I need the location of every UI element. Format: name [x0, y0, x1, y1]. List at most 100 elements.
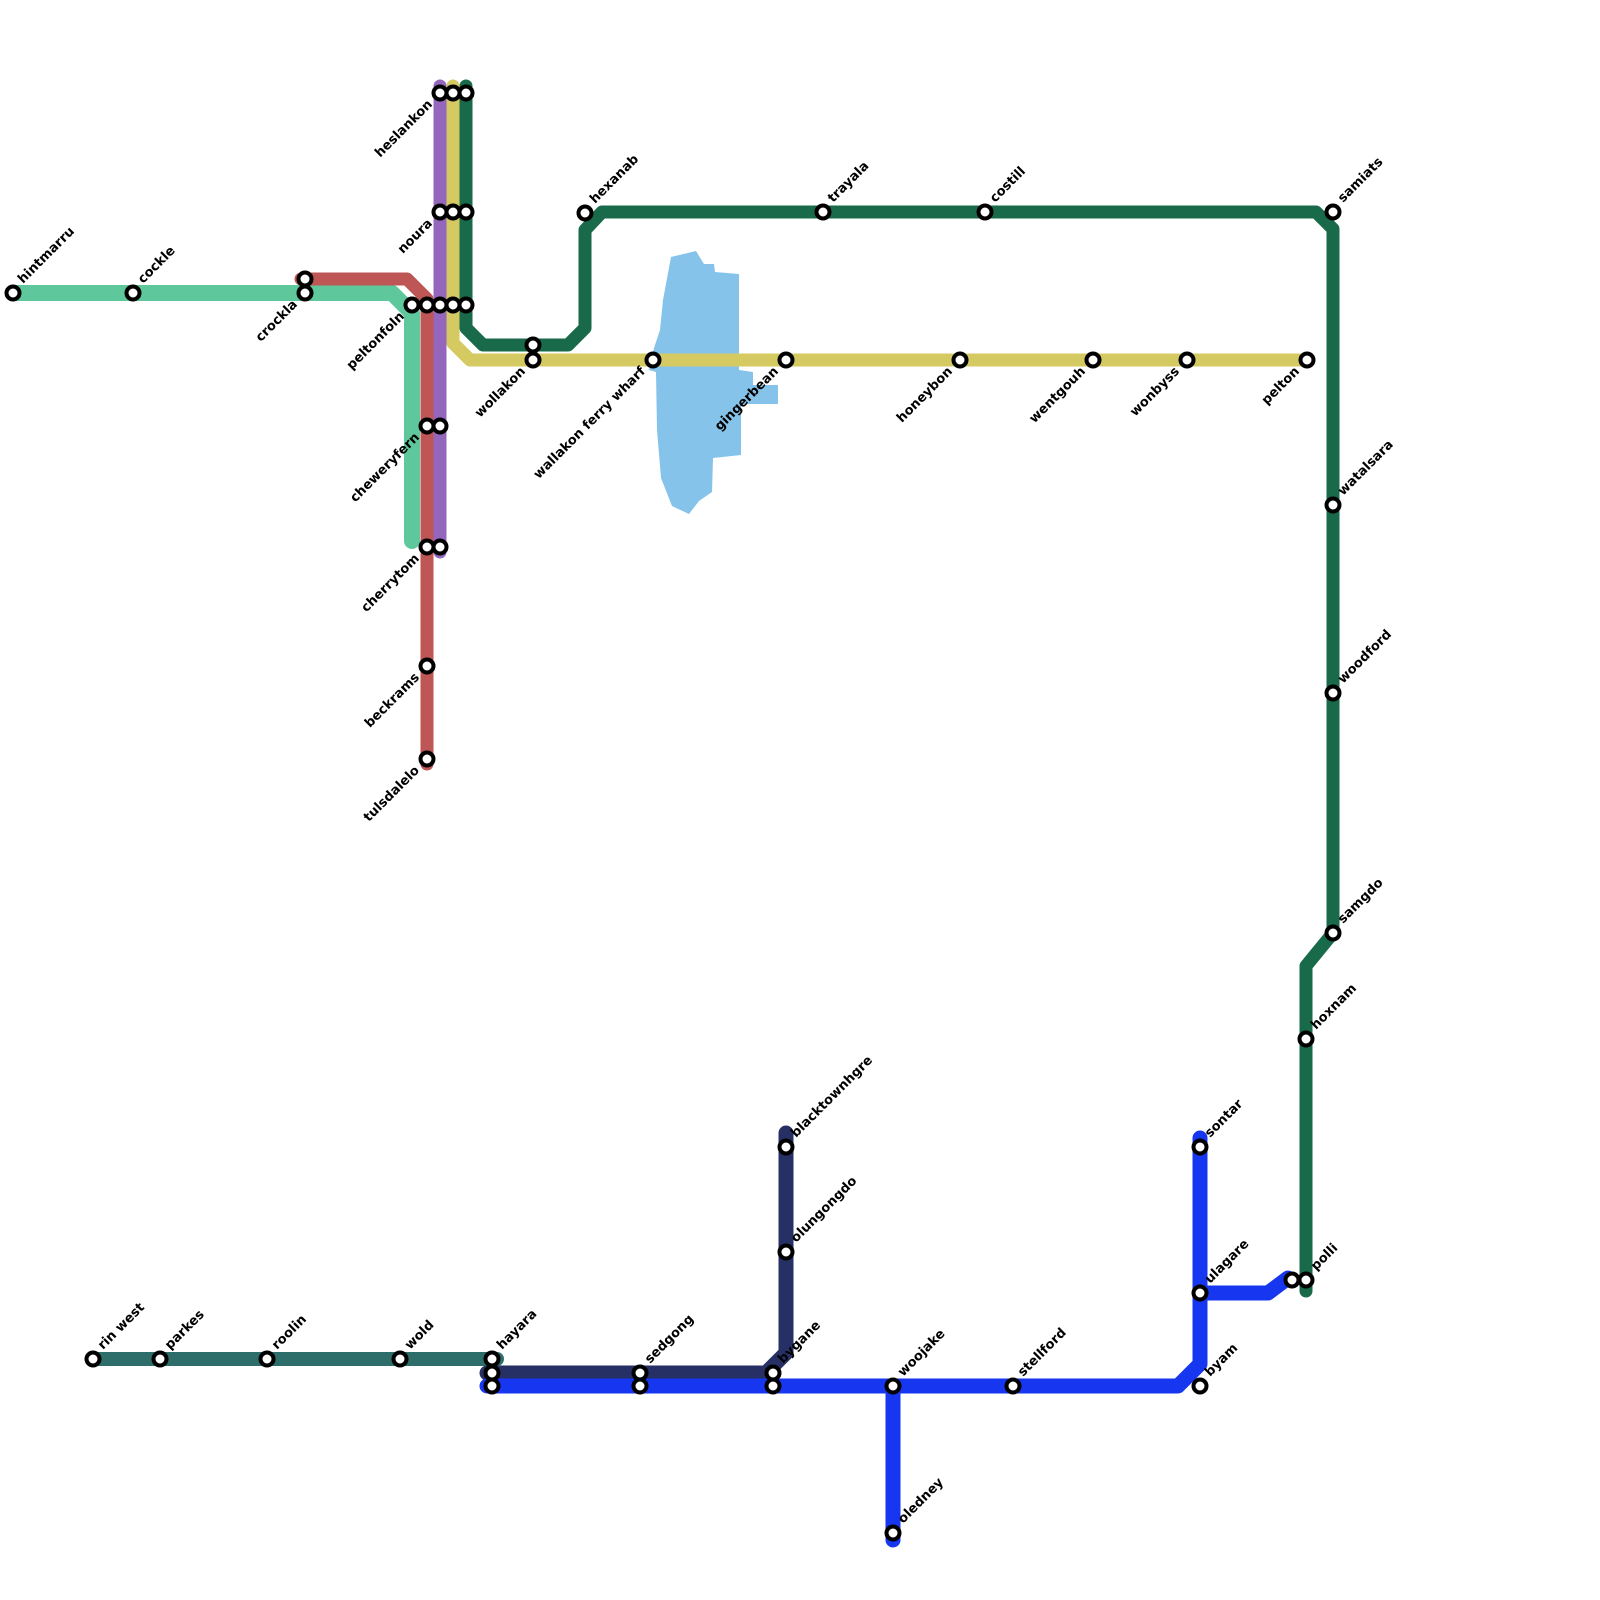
- harbour-water: [649, 251, 778, 514]
- station-marker-samgdo[interactable]: [1324, 924, 1342, 942]
- station-label-pelton: pelton: [1259, 364, 1303, 408]
- station-marker-parkes[interactable]: [151, 1350, 169, 1368]
- station-marker-crockla[interactable]: [296, 284, 314, 302]
- station-marker-heslankon[interactable]: [457, 84, 475, 102]
- station-label-byam: byam: [1202, 1341, 1241, 1380]
- station-marker-hexanab[interactable]: [576, 204, 594, 222]
- station-label-ulagare: ulagare: [1202, 1237, 1252, 1287]
- station-label-noura: noura: [395, 216, 436, 257]
- station-label-wollakon: wollakon: [472, 364, 529, 421]
- station-marker-gingerbean[interactable]: [777, 351, 795, 369]
- station-marker-watalsara[interactable]: [1324, 496, 1342, 514]
- station-sontar: sontar: [1191, 1096, 1247, 1156]
- blue-branch-polli: [1192, 1270, 1296, 1301]
- station-label-peltonfoln: peltonfoln: [344, 309, 408, 373]
- station-label-sontar: sontar: [1202, 1096, 1246, 1140]
- station-label-oledney: oledney: [895, 1475, 947, 1527]
- station-marker-samiats[interactable]: [1324, 203, 1342, 221]
- station-marker-bygane[interactable]: [764, 1377, 782, 1395]
- station-label-blacktownhgre: blacktownhgre: [788, 1053, 876, 1141]
- station-label-cockle: cockle: [135, 243, 178, 286]
- station-label-samiats: samiats: [1335, 155, 1386, 206]
- station-label-hexanab: hexanab: [587, 152, 642, 207]
- station-marker-honeybon[interactable]: [951, 351, 969, 369]
- station-label-beckrams: beckrams: [362, 670, 423, 731]
- station-label-watalsara: watalsara: [1335, 437, 1396, 498]
- station-marker-sedgong[interactable]: [631, 1377, 649, 1395]
- station-marker-hoxnam[interactable]: [1297, 1030, 1315, 1048]
- station-marker-tulsdalelo[interactable]: [418, 750, 436, 768]
- station-samiats: samiats: [1324, 155, 1386, 221]
- station-marker-woojake[interactable]: [884, 1377, 902, 1395]
- station-label-heslankon: heslankon: [372, 97, 435, 160]
- station-label-wold: wold: [402, 1318, 437, 1353]
- station-marker-wentgouh[interactable]: [1084, 351, 1102, 369]
- navy-line: [479, 1125, 794, 1381]
- green-line: [459, 79, 1340, 1298]
- station-crockla: crockla: [253, 270, 314, 345]
- station-label-hoxnam: hoxnam: [1308, 981, 1360, 1033]
- station-polli: polli: [1283, 1241, 1341, 1289]
- station-marker-sontar[interactable]: [1191, 1138, 1209, 1156]
- station-marker-hayara[interactable]: [483, 1350, 501, 1368]
- station-marker-olungongdo[interactable]: [777, 1243, 795, 1261]
- station-marker-polli[interactable]: [1297, 1271, 1315, 1289]
- station-marker-beckrams[interactable]: [418, 657, 436, 675]
- station-label-cherrytom: cherrytom: [359, 551, 423, 615]
- station-label-wentgouh: wentgouh: [1027, 364, 1089, 426]
- station-label-honeybon: honeybon: [894, 364, 956, 426]
- station-marker-hayara[interactable]: [483, 1377, 501, 1395]
- station-marker-pelton[interactable]: [1298, 351, 1316, 369]
- station-marker-wallakon-ferry-wharf[interactable]: [644, 351, 662, 369]
- station-marker-rin-west[interactable]: [84, 1350, 102, 1368]
- station-label-woojake: woojake: [895, 1327, 948, 1380]
- station-label-wallakon-ferry-wharf: wallakon ferry wharf: [531, 364, 649, 482]
- station-wallakon-ferry-wharf: wallakon ferry wharf: [531, 351, 662, 482]
- blue-line: [479, 1130, 1208, 1394]
- station-label-costill: costill: [987, 164, 1029, 206]
- station-marker-wollakon[interactable]: [524, 351, 542, 369]
- red-line: [294, 272, 434, 771]
- station-marker-wonbyss[interactable]: [1178, 351, 1196, 369]
- station-marker-stellford[interactable]: [1004, 1377, 1022, 1395]
- station-label-olungongdo: olungongdo: [788, 1174, 860, 1246]
- station-label-parkes: parkes: [162, 1307, 208, 1353]
- station-marker-trayala[interactable]: [814, 203, 832, 221]
- station-marker-wollakon[interactable]: [524, 336, 542, 354]
- aqua-line: [5, 285, 420, 549]
- station-marker-crockla[interactable]: [296, 270, 314, 288]
- station-label-wonbyss: wonbyss: [1127, 364, 1183, 420]
- station-marker-woodford[interactable]: [1324, 684, 1342, 702]
- station-label-rin-west: rin west: [95, 1300, 148, 1353]
- station-label-polli: polli: [1308, 1241, 1341, 1274]
- station-tulsdalelo: tulsdalelo: [361, 750, 436, 825]
- station-marker-noura[interactable]: [457, 203, 475, 221]
- station-label-tulsdalelo: tulsdalelo: [361, 763, 423, 825]
- station-label-hayara: hayara: [494, 1307, 540, 1353]
- station-marker-ulagare[interactable]: [1191, 1284, 1209, 1302]
- station-label-stellford: stellford: [1015, 1325, 1069, 1379]
- station-marker-byam[interactable]: [1191, 1377, 1209, 1395]
- station-blacktownhgre: blacktownhgre: [777, 1053, 876, 1156]
- station-marker-polli[interactable]: [1283, 1271, 1301, 1289]
- station-marker-peltonfoln[interactable]: [457, 296, 475, 314]
- station-label-sedgong: sedgong: [642, 1312, 697, 1367]
- station-marker-roolin[interactable]: [258, 1350, 276, 1368]
- station-marker-blacktownhgre[interactable]: [777, 1138, 795, 1156]
- station-label-crockla: crockla: [253, 297, 301, 345]
- station-marker-cherrytom[interactable]: [431, 538, 449, 556]
- station-marker-wold[interactable]: [391, 1350, 409, 1368]
- station-marker-costill[interactable]: [976, 203, 994, 221]
- station-label-woodford: woodford: [1335, 627, 1395, 687]
- station-label-trayala: trayala: [825, 159, 872, 206]
- station-marker-cockle[interactable]: [124, 284, 142, 302]
- station-marker-peltonfoln[interactable]: [403, 296, 421, 314]
- station-marker-cheweryfern[interactable]: [431, 417, 449, 435]
- station-label-hintmarru: hintmarru: [15, 224, 78, 287]
- station-marker-oledney[interactable]: [884, 1524, 902, 1542]
- station-label-samgdo: samgdo: [1335, 875, 1386, 926]
- station-marker-hintmarru[interactable]: [4, 284, 22, 302]
- station-label-roolin: roolin: [269, 1312, 310, 1353]
